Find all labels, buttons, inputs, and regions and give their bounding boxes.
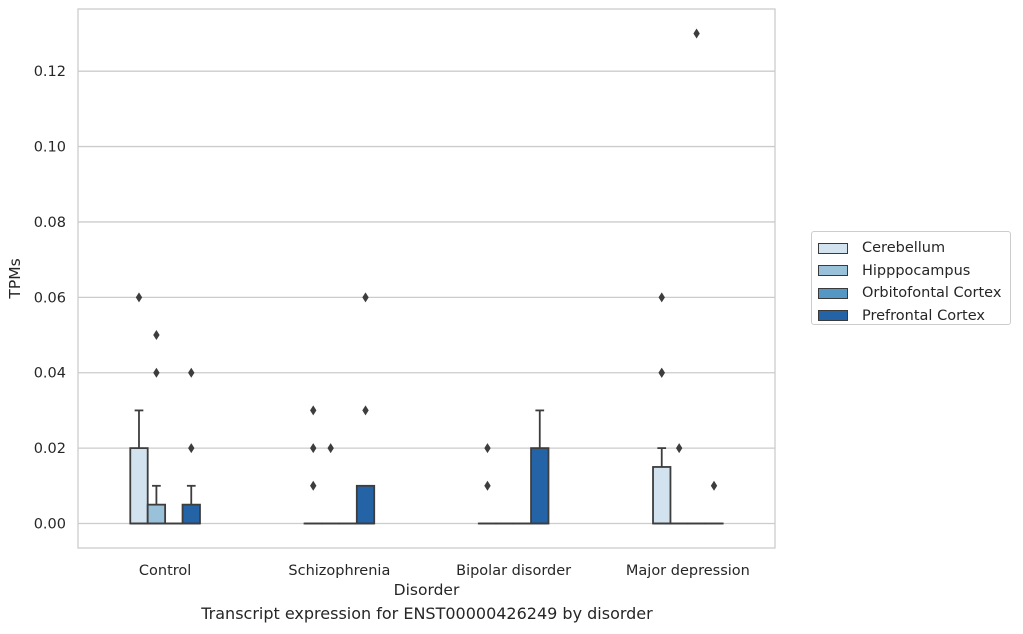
- box-body: [355, 484, 376, 525]
- y-tick-label: 0.00: [34, 517, 66, 533]
- box-prefrontal-cortex: [530, 409, 550, 525]
- box-body: [530, 447, 550, 525]
- x-tick-label: Schizophrenia: [288, 563, 390, 579]
- outlier-point: [135, 292, 143, 303]
- outlier-point: [310, 405, 317, 416]
- outlier-point: [693, 28, 700, 39]
- plot-frame: [77, 8, 776, 549]
- legend-swatch-orbitofrontal-cortex: [818, 287, 848, 299]
- legend-item-prefrontal-cortex: Prefrontal Cortex: [818, 305, 1010, 328]
- box-hipppocampus: [321, 443, 341, 525]
- box-body: [129, 447, 149, 525]
- box-hipppocampus: [146, 330, 167, 525]
- legend-item-hippocampus: Hipppocampus: [818, 260, 1010, 283]
- box-body: [652, 466, 672, 525]
- box-cerebellum: [652, 292, 672, 525]
- outlier-point: [362, 292, 369, 303]
- legend-swatch-cerebellum: [818, 242, 848, 254]
- y-tick-label: 0.08: [34, 215, 66, 231]
- outlier-point: [310, 480, 317, 491]
- y-tick-label: 0.12: [34, 64, 66, 80]
- legend-label-cerebellum: Cerebellum: [862, 240, 946, 257]
- box-body: [146, 503, 167, 525]
- outlier-point: [362, 405, 369, 416]
- outlier-point: [658, 367, 665, 378]
- legend-label-orbitofrontal-cortex: Orbitofontal Cortex: [862, 285, 1002, 302]
- outlier-point: [675, 443, 683, 454]
- x-tick-label: Major depression: [626, 563, 750, 579]
- x-tick-label: Control: [139, 563, 191, 579]
- box-prefrontal-cortex: [355, 292, 376, 525]
- box-cerebellum: [477, 443, 498, 525]
- x-tick-label: Bipolar disorder: [456, 563, 571, 579]
- outlier-point: [188, 443, 195, 454]
- legend: Cerebellum Hipppocampus Orbitofontal Cor…: [811, 231, 1011, 325]
- axis-ticks: 0.00 0.02 0.04 0.06 0.08 0.10 0.12 Control Schiz…: [34, 64, 750, 579]
- box-cerebellum: [303, 405, 323, 525]
- outlier-point: [310, 443, 317, 454]
- gridlines: [78, 70, 775, 525]
- box-prefrontal-cortex: [181, 367, 201, 525]
- legend-swatch-hippocampus: [818, 265, 848, 277]
- box-plot-marks: [129, 28, 724, 525]
- legend-label-prefrontal-cortex: Prefrontal Cortex: [862, 307, 985, 324]
- outlier-point: [153, 367, 160, 378]
- legend-item-cerebellum: Cerebellum: [818, 237, 1010, 260]
- legend-label-hippocampus: Hipppocampus: [862, 262, 971, 279]
- y-axis-label: TPMs: [6, 258, 24, 299]
- y-tick-label: 0.10: [34, 140, 66, 156]
- legend-item-orbitofrontal-cortex: Orbitofontal Cortex: [818, 282, 1010, 305]
- box-body: [181, 503, 201, 525]
- outlier-point: [710, 480, 718, 491]
- outlier-point: [658, 292, 665, 303]
- box-cerebellum: [129, 292, 149, 525]
- outlier-point: [484, 443, 491, 454]
- outlier-point: [188, 367, 195, 378]
- outlier-point: [153, 330, 160, 341]
- y-tick-label: 0.02: [34, 441, 66, 457]
- legend-swatch-prefrontal-cortex: [818, 310, 848, 322]
- x-axis-label: Disorder: [394, 581, 460, 599]
- chart-caption: Transcript expression for ENST0000042624…: [201, 604, 653, 623]
- box-orbitofontal-cortex: [686, 28, 707, 525]
- box-prefrontal-cortex: [704, 480, 724, 525]
- box-hipppocampus: [669, 443, 689, 525]
- outlier-point: [484, 480, 491, 491]
- outlier-point: [327, 443, 334, 454]
- y-tick-label: 0.06: [34, 290, 66, 306]
- y-tick-label: 0.04: [34, 366, 66, 382]
